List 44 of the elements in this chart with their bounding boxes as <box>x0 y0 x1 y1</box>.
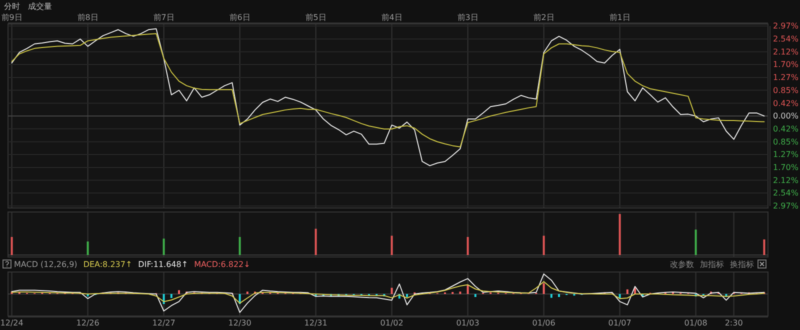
x-tick-label: 01/03 <box>456 318 480 328</box>
x-tick-label: 前9日 <box>1 13 22 22</box>
x-tick-label: 12/27 <box>152 318 176 328</box>
x-tick-label: 前6日 <box>229 13 250 22</box>
x-tick-label: 前5日 <box>305 13 326 22</box>
x-tick-label: 前8日 <box>77 13 98 22</box>
text: DIF:11.648↑ <box>138 260 188 269</box>
x-tick-label: 2:30 <box>724 318 743 328</box>
y-tick-label: 1.27% <box>773 73 799 82</box>
y-tick-label: 2.97% <box>773 202 799 211</box>
x-tick-label: 12/26 <box>76 318 100 328</box>
y-tick-label: 2.12% <box>773 47 799 56</box>
y-tick-label: 1.70% <box>773 60 799 70</box>
y-tick-label: 0.00% <box>773 112 799 121</box>
x-tick-label: 前3日 <box>457 13 478 22</box>
x-tick-label: 01/08 <box>684 318 708 328</box>
y-tick-label: 2.97% <box>773 22 799 31</box>
y-tick-label: 0.42% <box>773 98 799 108</box>
chart-title: 分时 <box>4 2 20 11</box>
text: 改参数 <box>670 260 694 269</box>
y-tick-label: 2.54% <box>773 188 799 198</box>
chart-subtitle: 成交量 <box>28 2 52 11</box>
y-tick-label: 2.54% <box>773 34 799 44</box>
x-tick-label: 12/31 <box>304 318 328 328</box>
x-tick-label: 12/30 <box>228 318 252 328</box>
text: 换指标 <box>730 260 754 269</box>
text: MACD:6.822↓ <box>194 260 250 269</box>
text: 加指标 <box>700 260 724 269</box>
chart-title: MACD (12,26,9) <box>14 260 78 269</box>
y-tick-label: 2.12% <box>773 176 799 185</box>
x-tick-label: 01/02 <box>380 318 404 328</box>
y-tick-label: 1.27% <box>773 150 799 160</box>
x-tick-label: 01/06 <box>532 318 556 328</box>
x-tick-label: 前7日 <box>153 13 174 22</box>
text: DEA:8.237↑ <box>83 260 132 269</box>
x-tick-label: 前2日 <box>533 13 554 22</box>
y-tick-label: 0.85% <box>773 137 799 146</box>
y-tick-label: 0.85% <box>773 86 799 95</box>
x-tick-label: 12/24 <box>0 318 24 328</box>
x-tick-label: 前4日 <box>381 13 402 22</box>
y-tick-label: 0.42% <box>773 124 799 134</box>
x-tick-label: 01/07 <box>608 318 632 328</box>
x-tick-label: 前1日 <box>609 13 630 22</box>
y-tick-label: 1.70% <box>773 163 799 172</box>
